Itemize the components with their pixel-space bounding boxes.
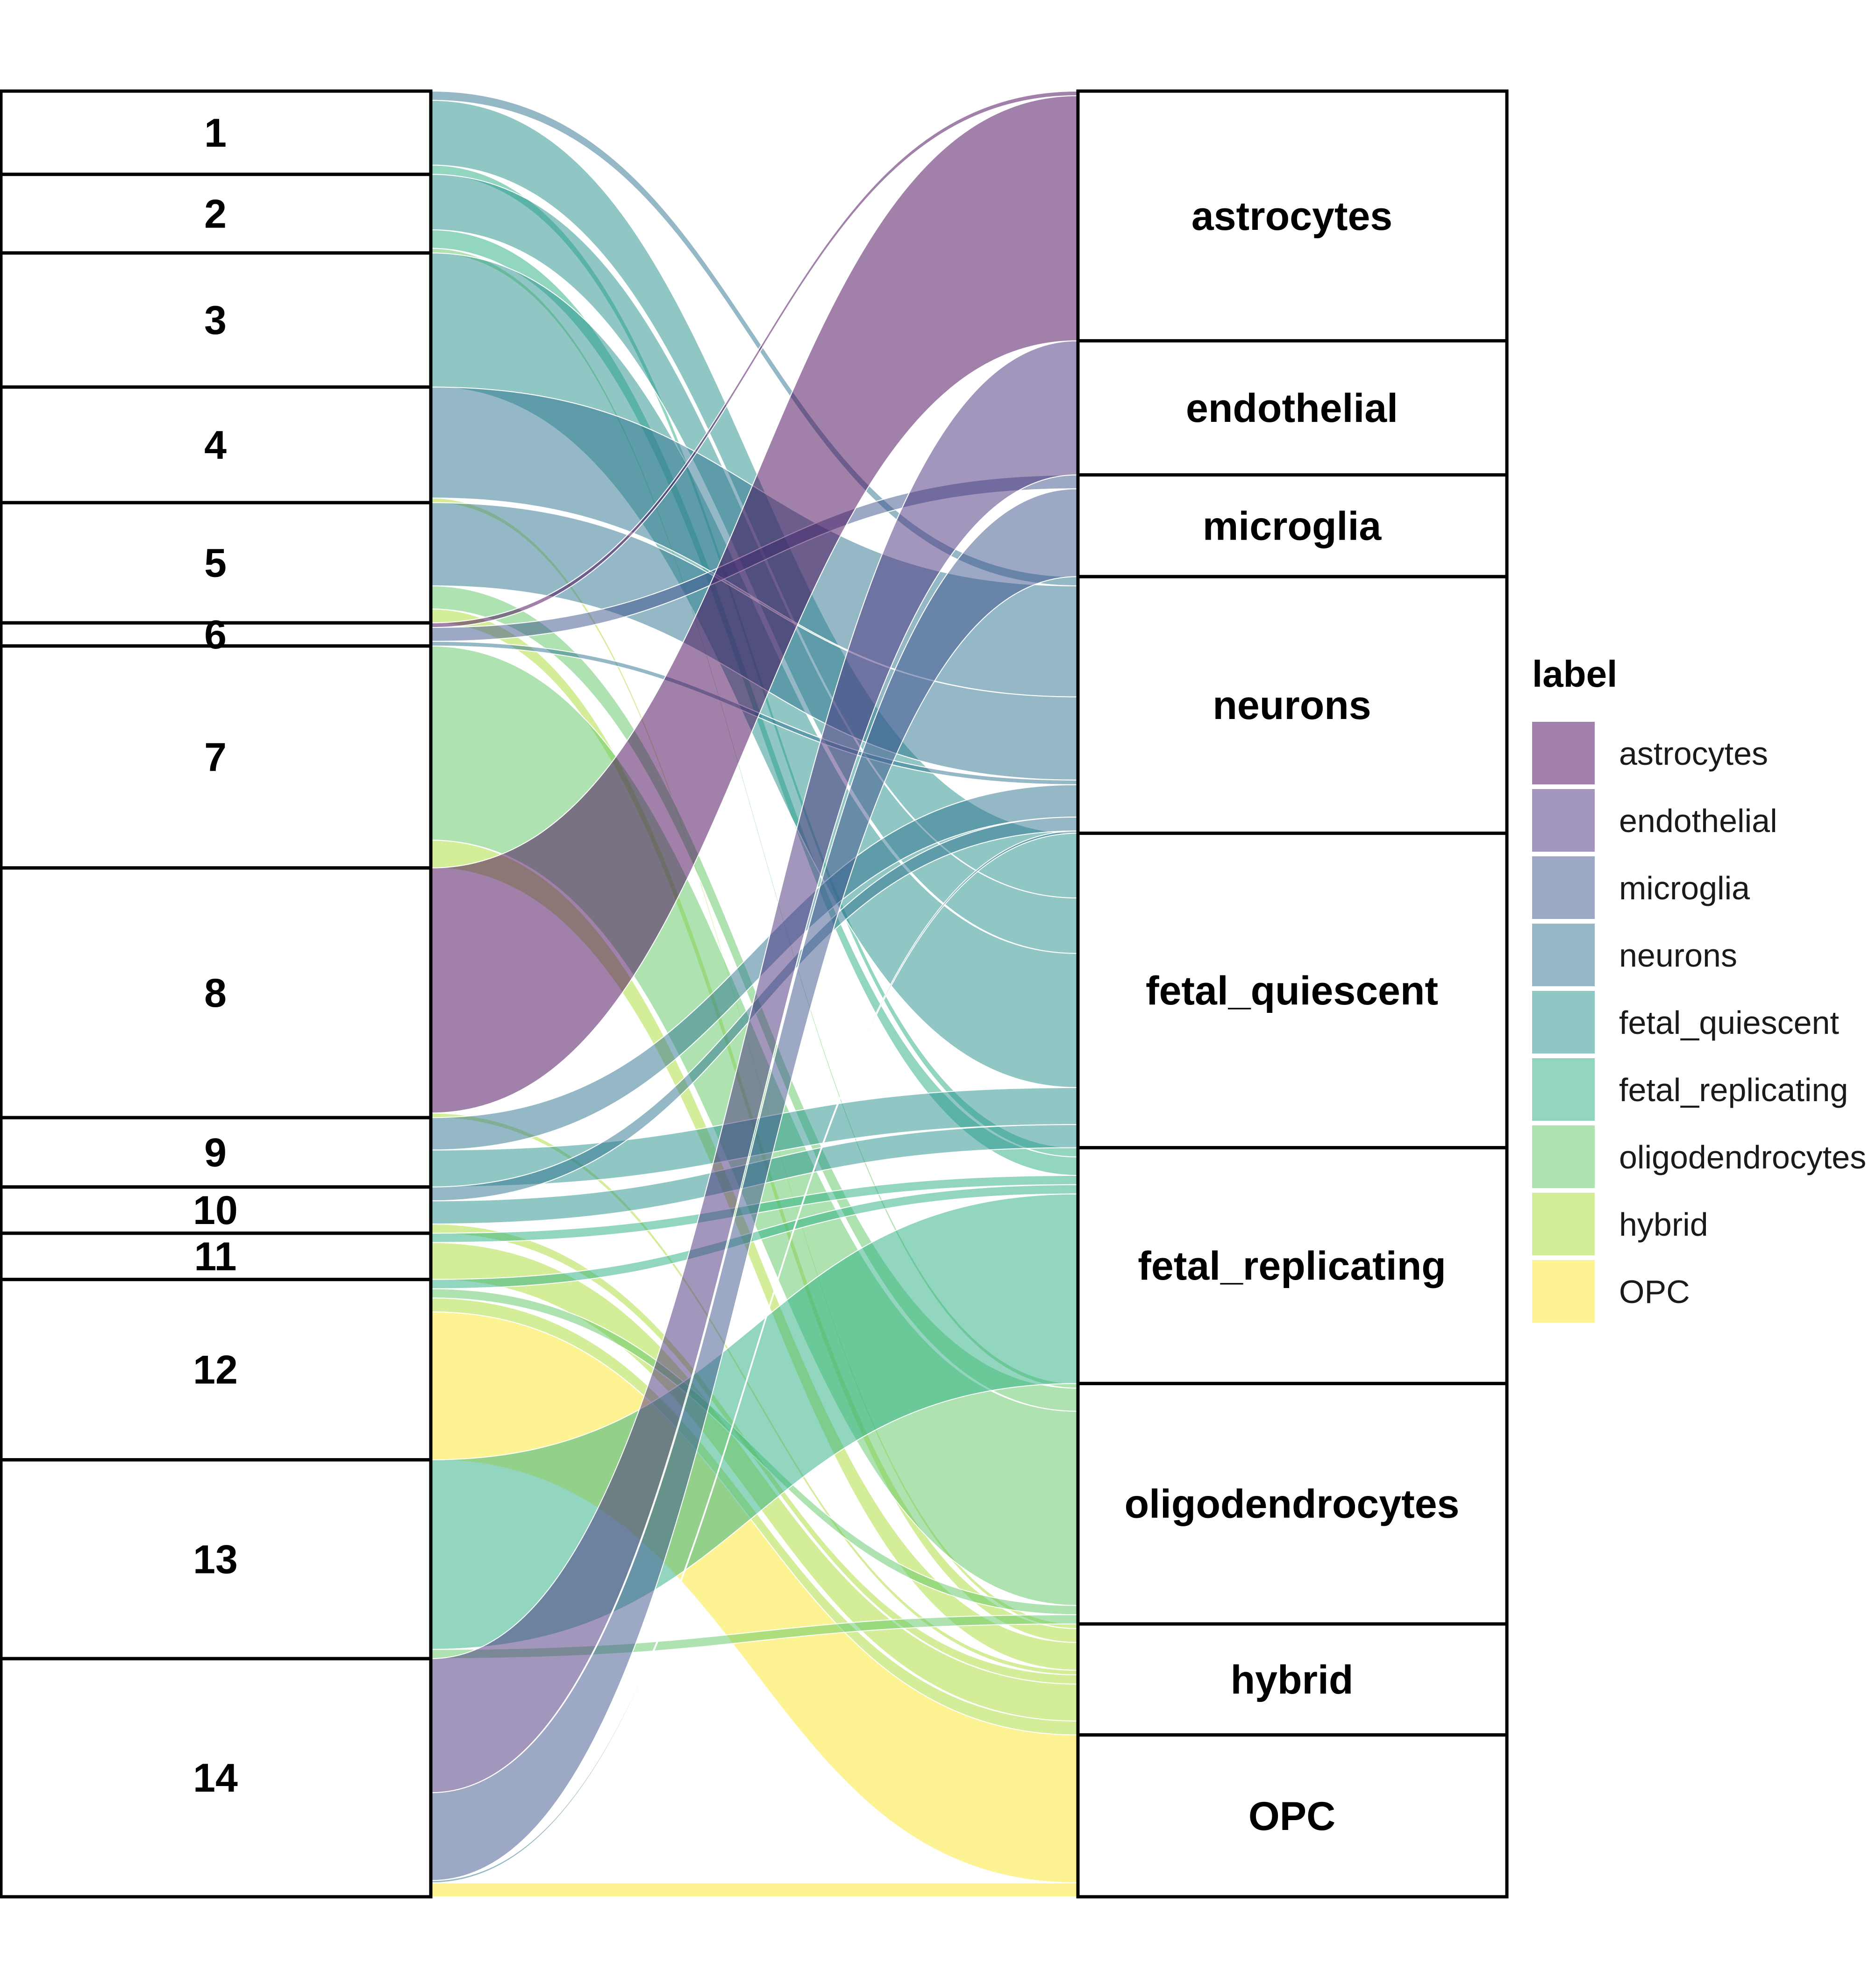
legend-swatch-astrocytes [1532,722,1595,784]
cluster-label-11: 11 [194,1234,237,1279]
cluster-label-9: 9 [204,1130,227,1175]
flow-14-to-OPC [430,1882,1077,1898]
label-axis: astrocytes endothelial microglia neurons fet… [1076,89,1509,1899]
label-label-neurons: neurons [1213,683,1371,728]
cluster-label-14: 14 [193,1756,238,1801]
legend-swatch-fetal_quiescent [1532,991,1595,1054]
label-label-endothelial: endothelial [1186,386,1398,431]
cluster-label-13: 13 [193,1537,238,1582]
legend-label-fetal_replicating: fetal_replicating [1619,1072,1848,1108]
legend-swatch-endothelial [1532,789,1595,852]
cluster-label-8: 8 [204,971,227,1016]
cluster-label-12: 12 [193,1348,238,1393]
legend-label-fetal_quiescent: fetal_quiescent [1619,1004,1839,1041]
legend-label-oligodendrocytes: oligodendrocytes [1619,1139,1866,1175]
label-label-astrocytes: astrocytes [1191,194,1392,239]
legend-swatch-OPC [1532,1260,1595,1323]
label-label-hybrid: hybrid [1231,1658,1354,1702]
cluster-label-2: 2 [204,192,227,236]
label-label-fetal_quiescent: fetal_quiescent [1146,968,1438,1013]
cluster-label-6: 6 [204,612,227,657]
legend-swatch-hybrid [1532,1193,1595,1255]
legend-label-microglia: microglia [1619,870,1750,906]
legend-swatch-microglia [1532,856,1595,919]
legend-title: label [1532,653,1617,695]
cluster-label-7: 7 [204,735,227,780]
legend-label-neurons: neurons [1619,937,1737,974]
cluster-label-4: 4 [204,423,227,468]
cluster-label-1: 1 [204,111,227,156]
label-box-OPC [1076,1733,1509,1899]
label-label-OPC: OPC [1248,1794,1335,1839]
legend-label-endothelial: endothelial [1619,803,1777,839]
legend-swatch-fetal_replicating [1532,1058,1595,1121]
label-label-fetal_replicating: fetal_replicating [1138,1244,1446,1288]
legend: label astrocytes endothelial microglia neur… [1532,653,1866,1323]
label-label-oligodendrocytes: oligodendrocytes [1125,1482,1460,1527]
cluster-label-3: 3 [204,298,227,343]
label-label-microglia: microglia [1203,504,1382,548]
alluvial-flows [430,90,1077,1898]
cluster-box-14 [0,1657,433,1899]
legend-label-hybrid: hybrid [1619,1206,1708,1243]
legend-label-OPC: OPC [1619,1274,1690,1310]
legend-swatch-neurons [1532,924,1595,986]
cluster-label-5: 5 [204,541,227,586]
cluster-label-10: 10 [193,1188,238,1233]
legend-label-astrocytes: astrocytes [1619,735,1768,772]
legend-items: astrocytes endothelial microglia neurons fet… [1532,722,1866,1323]
legend-swatch-oligodendrocytes [1532,1125,1595,1188]
